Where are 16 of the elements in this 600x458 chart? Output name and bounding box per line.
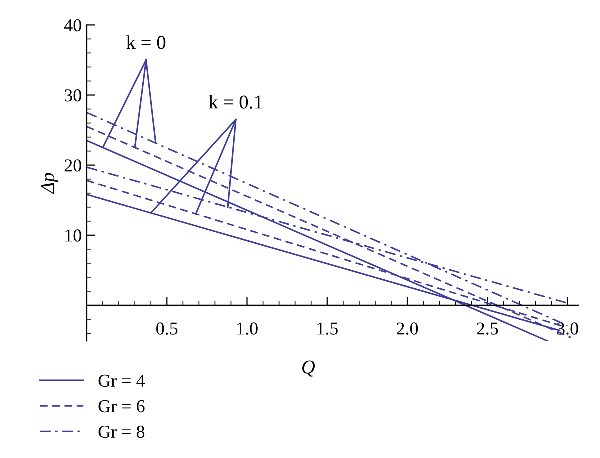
y-tick-label: 10 xyxy=(66,230,82,242)
annotation: k = 0 xyxy=(126,36,166,50)
legend-label: Gr = 6 xyxy=(98,400,145,413)
y-axis-title: Δp xyxy=(42,173,59,194)
y-tick-label: 30 xyxy=(64,90,82,102)
x-tick-label: 1.5 xyxy=(318,322,338,335)
x-tick-label: 2.0 xyxy=(397,322,418,335)
annotation: k = 0.1 xyxy=(209,95,262,109)
y-tick-label: 40 xyxy=(64,19,82,32)
x-tick-label: 1.0 xyxy=(238,322,258,335)
y-tick-label: 20 xyxy=(64,160,82,172)
x-tick-label: 0.5 xyxy=(156,322,178,335)
x-axis-title: Q xyxy=(302,360,316,377)
x-tick-label: 2.5 xyxy=(477,322,498,335)
legend-label: Gr = 8 xyxy=(98,426,145,438)
legend-label: Gr = 4 xyxy=(98,374,146,388)
